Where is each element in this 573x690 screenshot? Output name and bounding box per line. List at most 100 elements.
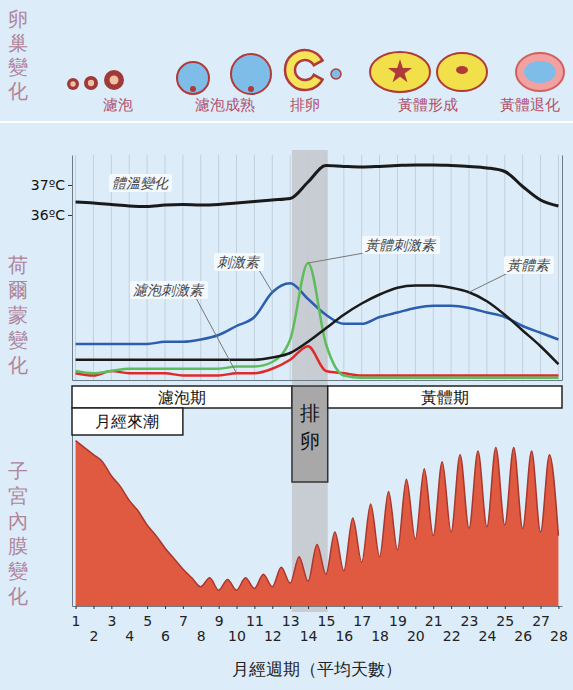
tick: 2 [89, 606, 98, 644]
row-title: 子宮內膜變化 [8, 459, 28, 608]
phase-label: 排卵 [300, 401, 320, 453]
ovary-icon [231, 54, 271, 94]
tick-line [272, 606, 273, 609]
tick-line [487, 606, 488, 609]
grid-line [361, 155, 362, 380]
background [0, 0, 573, 690]
tick: 21 [425, 606, 443, 629]
y-axis [72, 431, 73, 607]
tick: 27 [532, 606, 550, 629]
tick-label: 10 [228, 628, 246, 644]
row-title-char: 宮 [8, 484, 28, 508]
tick-line [380, 606, 381, 609]
tick-line [165, 606, 166, 609]
row-title: 卵巢變化 [8, 7, 28, 103]
x-axis-line [73, 380, 563, 381]
tick: 28 [550, 606, 568, 644]
grid-line [343, 155, 344, 380]
row-title-char: 內 [8, 509, 28, 533]
series-label: 體溫變化 [112, 175, 169, 191]
tick-line [147, 606, 148, 609]
phase-box [72, 386, 292, 408]
row-title-char: 子 [8, 459, 28, 483]
row-title-char: 變 [8, 55, 28, 79]
tick-label: 1 [72, 613, 81, 629]
tick-line [237, 606, 238, 609]
label-patch [214, 253, 264, 271]
series-label: 刺激素 [217, 254, 261, 270]
y-axis: 36ºC37ºC [31, 156, 73, 381]
tick-label: 21 [425, 613, 443, 629]
tick: 8 [197, 606, 206, 644]
x-axis [73, 380, 563, 381]
plot-lines [76, 165, 559, 378]
stage-label: 排卵 [290, 96, 320, 114]
tick-line [344, 606, 345, 609]
row-title-char: 化 [8, 584, 28, 608]
tick-label: 6 [161, 628, 170, 644]
row-title-char: 卵 [8, 7, 28, 31]
tick: 15 [318, 606, 336, 629]
leader-line [308, 253, 364, 263]
y-axis-line [72, 156, 73, 381]
ovary-icon [110, 76, 119, 85]
label-patch [504, 256, 554, 274]
grid-line [558, 155, 559, 380]
ovary-icon [388, 59, 412, 82]
grid-line [397, 155, 398, 380]
tick: 1 [72, 606, 81, 629]
ovary-icon [437, 53, 487, 91]
tick-line [326, 606, 327, 609]
tick: 14 [300, 606, 318, 644]
leader-line [259, 270, 272, 292]
row-title-char: 膜 [8, 534, 28, 558]
tick-line [469, 606, 470, 609]
series-label: 黃體刺激素 [365, 237, 437, 253]
tick: 20 [407, 606, 425, 644]
ovary-icon [84, 76, 98, 90]
tick-line [219, 606, 220, 609]
tick-label: 28 [550, 628, 568, 644]
row-title-char: 化 [8, 79, 28, 103]
tick-label: 7 [179, 613, 188, 629]
tick-label: 16 [335, 628, 353, 644]
grid-line [200, 155, 201, 380]
row-title-char: 變 [8, 559, 28, 583]
tick: 18 [371, 606, 389, 644]
tick-line [183, 606, 184, 609]
ovary-icon [70, 81, 75, 86]
stage-label: 黃體退化 [500, 96, 560, 114]
stage-label: 黃體形成 [398, 96, 458, 114]
row-title-char: 化 [8, 353, 28, 377]
tick-line [290, 606, 291, 609]
tick-label: 3 [107, 613, 116, 629]
phase-box [292, 386, 328, 482]
row-title-char: 蒙 [8, 303, 28, 327]
stage-label: 濾泡 [103, 96, 133, 114]
tick-line [254, 606, 255, 609]
ovary-icon [190, 86, 196, 92]
grid-line [469, 155, 470, 380]
x-axis-line [73, 606, 563, 607]
phase-label: 黃體期 [421, 388, 469, 407]
ovary-icon [370, 52, 430, 92]
x-axis: 1234567891011121314151617181920212223242… [72, 606, 568, 644]
tick: 9 [215, 606, 224, 629]
grid-line [451, 155, 452, 380]
tick-line [201, 606, 202, 609]
ovary-icon [331, 69, 341, 79]
ovary-icon [285, 50, 323, 90]
ovary-strip [67, 50, 564, 94]
tick: 24 [478, 606, 496, 644]
row-title-char: 荷 [8, 253, 28, 277]
tick-line [111, 606, 112, 609]
tick: 4 [125, 606, 134, 644]
row-title: 荷爾蒙變化 [8, 253, 28, 377]
phases: 濾泡期排卵黃體期月經來潮 [72, 386, 562, 482]
row-title-char: 巢 [8, 31, 28, 55]
tick-line [415, 606, 416, 609]
phase-label: 濾泡期 [158, 388, 206, 407]
tick-label: 8 [197, 628, 206, 644]
tick: 17 [353, 606, 371, 629]
tick-label: 4 [125, 628, 134, 644]
